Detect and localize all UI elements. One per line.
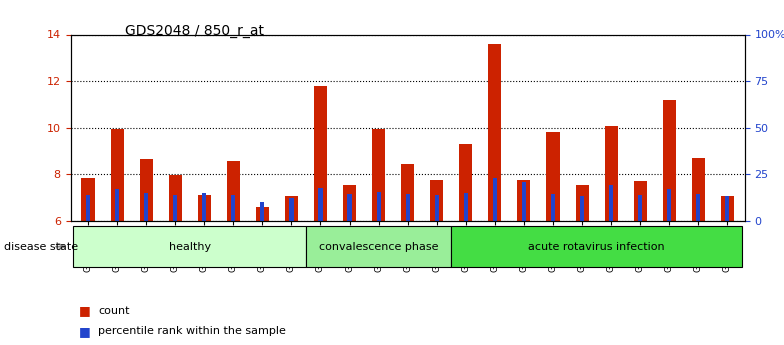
Bar — [667, 189, 671, 221]
Bar — [376, 192, 381, 221]
Bar — [696, 194, 700, 221]
Bar — [231, 195, 235, 221]
Bar — [202, 193, 206, 221]
Bar — [662, 100, 676, 221]
Bar — [144, 193, 148, 221]
Bar — [289, 197, 293, 221]
Bar — [314, 86, 327, 221]
Bar — [74, 227, 306, 267]
Bar — [115, 189, 119, 221]
Text: ■: ■ — [78, 325, 90, 338]
Bar — [173, 195, 177, 221]
Bar — [306, 227, 452, 267]
Text: GDS2048 / 850_r_at: GDS2048 / 850_r_at — [125, 24, 264, 38]
Bar — [493, 178, 497, 221]
Bar — [260, 202, 264, 221]
Bar — [691, 158, 705, 221]
Bar — [347, 194, 352, 221]
Bar — [551, 194, 555, 221]
Bar — [604, 127, 618, 221]
Bar — [227, 161, 240, 221]
Bar — [463, 193, 468, 221]
Text: count: count — [98, 306, 129, 315]
Bar — [86, 195, 90, 221]
Bar — [372, 129, 385, 221]
Text: healthy: healthy — [169, 242, 211, 252]
Bar — [546, 132, 560, 221]
Bar — [638, 195, 642, 221]
Bar — [434, 195, 439, 221]
Bar — [285, 196, 298, 221]
Bar — [430, 180, 443, 221]
Bar — [633, 181, 647, 221]
Bar — [343, 185, 356, 221]
Bar — [517, 180, 531, 221]
Bar — [609, 185, 613, 221]
Bar — [522, 183, 526, 221]
Bar — [111, 129, 124, 221]
Bar — [405, 194, 410, 221]
Bar — [82, 178, 95, 221]
Bar — [318, 188, 322, 221]
Text: acute rotavirus infection: acute rotavirus infection — [528, 242, 665, 252]
Bar — [140, 159, 153, 221]
Bar — [488, 44, 502, 221]
Bar — [459, 144, 472, 221]
Bar — [256, 207, 269, 221]
Bar — [452, 227, 742, 267]
Bar — [580, 196, 584, 221]
Text: disease state: disease state — [4, 242, 78, 252]
Bar — [198, 195, 211, 221]
Text: ■: ■ — [78, 304, 90, 317]
Bar — [169, 175, 182, 221]
Bar — [720, 196, 734, 221]
Bar — [725, 196, 729, 221]
Bar — [401, 164, 414, 221]
Bar — [575, 185, 589, 221]
Text: percentile rank within the sample: percentile rank within the sample — [98, 326, 286, 336]
Text: convalescence phase: convalescence phase — [319, 242, 438, 252]
